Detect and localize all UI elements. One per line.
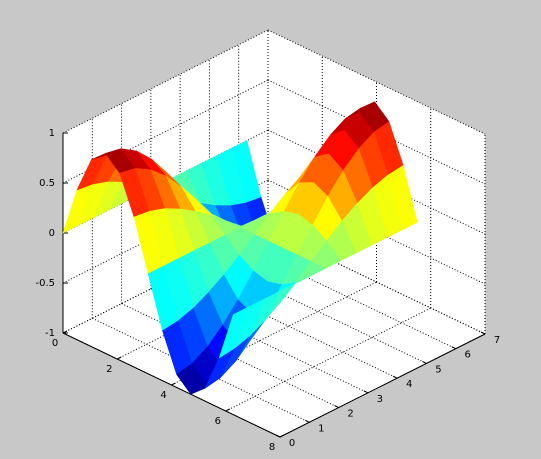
y-tick-label: 7 xyxy=(494,335,500,346)
x-tick-label: 8 xyxy=(269,442,275,453)
y-tick-label: 4 xyxy=(406,379,412,390)
z-tick-label: 1 xyxy=(49,128,55,139)
x-tick-label: 6 xyxy=(215,416,221,427)
z-tick-label: -1 xyxy=(45,328,55,339)
y-tick-label: 5 xyxy=(435,364,441,375)
y-tick-label: 6 xyxy=(465,350,471,361)
z-tick-label: -0.5 xyxy=(35,278,55,289)
y-tick xyxy=(392,375,398,379)
grid-line xyxy=(267,29,486,135)
y-tick-label: 2 xyxy=(347,409,353,420)
x-tick-label: 4 xyxy=(160,390,166,401)
z-tick-label: 0.5 xyxy=(39,178,55,189)
x-tick xyxy=(225,408,230,412)
y-tick-label: 1 xyxy=(318,423,324,434)
y-tick-label: 3 xyxy=(377,394,383,405)
x-tick xyxy=(171,382,176,386)
y-tick xyxy=(451,346,456,350)
y-tick xyxy=(275,434,281,438)
y-tick xyxy=(363,390,369,394)
surface-patch xyxy=(218,306,250,359)
grid-line xyxy=(171,281,377,386)
x-tick-label: 0 xyxy=(52,338,58,349)
x-tick-label: 2 xyxy=(106,364,112,375)
grid-line xyxy=(150,288,369,394)
grid-line xyxy=(62,79,269,184)
grid-line xyxy=(267,229,486,335)
grid-line xyxy=(179,273,398,379)
x-tick xyxy=(117,356,122,360)
grid-line xyxy=(62,29,269,134)
y-tick-label: 0 xyxy=(289,438,295,449)
grid-line xyxy=(238,244,456,350)
grid-line xyxy=(209,258,427,364)
x-tick xyxy=(279,434,285,438)
y-tick xyxy=(480,331,486,335)
z-tick-label: 0 xyxy=(49,228,55,239)
grid-line xyxy=(225,307,431,412)
y-axis-line xyxy=(279,333,486,438)
y-tick xyxy=(422,360,427,364)
y-tick xyxy=(305,419,310,423)
y-tick xyxy=(334,405,339,409)
